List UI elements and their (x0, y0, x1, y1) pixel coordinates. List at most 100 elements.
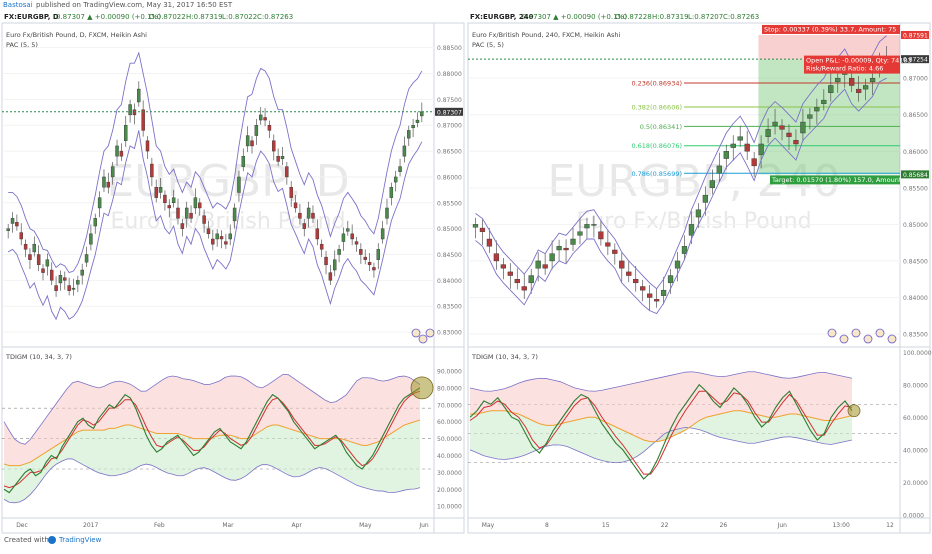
left-candle (337, 249, 341, 255)
left-candle (6, 228, 10, 231)
left-candle (193, 197, 198, 209)
left-ytick-label: 0.84500 (437, 252, 462, 259)
left-candle (219, 236, 224, 240)
left-tdi-upper-fill (4, 374, 420, 466)
left-candle (363, 256, 367, 260)
right-candle (633, 279, 639, 284)
right-candle (612, 249, 618, 254)
left-candle (132, 109, 137, 116)
right-candle (591, 224, 597, 226)
left-candle (385, 207, 389, 219)
left-candle (63, 277, 67, 281)
right-xtick-label: 12 (886, 522, 894, 529)
right-tdi-upper-fill (470, 371, 852, 442)
right-candle (849, 77, 855, 86)
left-ytick-label: 0.86500 (437, 149, 462, 156)
left-candle (93, 218, 97, 227)
right-candle (570, 238, 576, 245)
left-candle (306, 207, 311, 219)
left-candle (45, 259, 50, 267)
right-candle (640, 286, 646, 291)
left-tdi-upper-band (3, 373, 421, 445)
left-candle (141, 109, 145, 131)
left-pac-upper (8, 51, 423, 274)
right-candle (716, 165, 722, 174)
left-candle (350, 233, 354, 240)
left-candle (285, 166, 289, 178)
left-symbol: FX:EURGBP, D (4, 13, 59, 21)
right-price-tag (901, 55, 929, 64)
right-candle (626, 271, 632, 276)
left-candle (36, 254, 41, 266)
right-pac-lower (475, 77, 887, 315)
left-ytick-label: 0.85000 (437, 226, 462, 233)
left-candle (167, 205, 172, 209)
right-candle (479, 227, 486, 232)
left-candle (124, 125, 128, 141)
right-ohlc-change: 0.87307 ▲ +0.00090 (+0.1%) (522, 13, 627, 21)
left-low: L:0.87022 (222, 13, 257, 21)
left-tdi-ytick-label: 20.0000 (437, 487, 462, 494)
right-ytick-label: 0.84500 (903, 258, 928, 265)
left-candle (228, 233, 232, 240)
left-tdi-ytick-label: 70.0000 (437, 402, 462, 409)
left-candle (311, 212, 315, 219)
right-candle (563, 247, 569, 251)
right-low: L:0.87207 (688, 13, 723, 21)
right-xtick-label: Jun (777, 522, 788, 529)
right-candle (514, 279, 520, 284)
left-candle (102, 176, 106, 188)
stop-label-box (762, 24, 900, 34)
left-candle (267, 125, 272, 131)
right-candle (674, 260, 681, 269)
rr-label: Risk/Reward Ratio: 4.66 (806, 65, 883, 73)
right-candle (667, 275, 674, 284)
left-candle (150, 163, 154, 178)
left-ytick-label: 0.83000 (437, 330, 462, 337)
left-candle (359, 249, 363, 255)
left-candle (407, 130, 411, 139)
left-ytick-label: 0.84000 (437, 278, 462, 285)
fib-label: 0.5(0.86341) (640, 123, 682, 131)
left-candle (376, 249, 381, 260)
pnl-box (804, 55, 900, 74)
right-xtick-label: 13:00 (832, 522, 849, 529)
right-candle (535, 260, 541, 269)
target-label: Target: 0.01570 (1.80%) 157.0, Amount: 2… (771, 176, 914, 184)
left-candle (176, 207, 180, 219)
left-candle (137, 88, 141, 103)
right-candle (598, 231, 604, 240)
left-candle (302, 223, 306, 229)
right-candle (772, 121, 778, 126)
right-ytick-label: 0.83500 (903, 332, 928, 339)
left-xtick-label: May (359, 522, 372, 529)
left-candle (298, 212, 302, 219)
left-price-tag-label: 0.87307 (437, 109, 462, 116)
fib-label: 0.618(0.86076) (631, 142, 682, 150)
right-tdi-ytick-label: 60.0000 (903, 415, 928, 422)
left-ytick-label: 0.86000 (437, 174, 462, 181)
right-high: H:0.87319 (652, 13, 689, 21)
right-tdi-ytick-label: 20.0000 (903, 480, 928, 487)
right-candle (737, 136, 743, 141)
event-flag-icon (851, 328, 861, 338)
right-pac-upper (475, 35, 887, 290)
left-xtick-label: 2017 (83, 522, 98, 529)
left-candle (49, 269, 54, 281)
right-ytick-label: 0.84000 (903, 295, 928, 302)
left-candle (171, 197, 176, 204)
left-candle (158, 187, 163, 193)
right-tdi-fast (469, 383, 853, 480)
left-candle (71, 287, 76, 290)
left-candle (232, 207, 237, 222)
right-candle (486, 238, 493, 247)
left-xtick-label: Feb (154, 522, 165, 529)
right-candle (500, 264, 506, 269)
left-tdi-ytick-label: 80.0000 (437, 385, 462, 392)
fib-label: 0.382(0.86606) (631, 103, 682, 111)
left-tdi-legend: TDIGM (10, 34, 3, 7) (5, 353, 72, 361)
right-candle (681, 246, 688, 254)
right-candle (619, 260, 625, 269)
right-tdi-lower-band (469, 427, 853, 464)
